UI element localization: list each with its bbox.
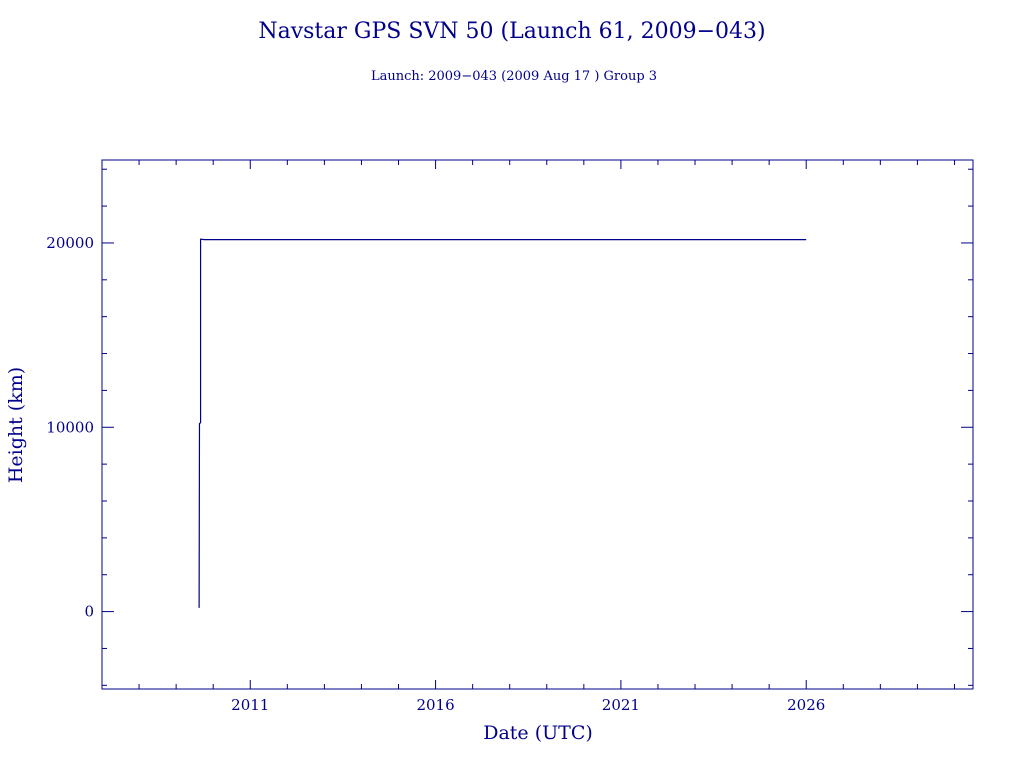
y-tick-label: 10000 xyxy=(46,418,94,436)
y-tick-label: 0 xyxy=(84,603,94,621)
height-series-line xyxy=(198,238,807,608)
y-axis-label: Height (km) xyxy=(5,367,27,483)
x-tick-label: 2026 xyxy=(787,696,825,714)
x-axis-label: Date (UTC) xyxy=(483,722,593,744)
axis-ticks xyxy=(101,160,973,689)
y-tick-label: 20000 xyxy=(46,234,94,252)
plot-border xyxy=(101,159,974,690)
series-group xyxy=(198,238,807,608)
tick-labels: 2011 2016 2021 2026 0 10000 20000 xyxy=(46,234,825,714)
x-tick-label: 2016 xyxy=(416,696,454,714)
chart-title: Navstar GPS SVN 50 (Launch 61, 2009−043) xyxy=(258,19,765,44)
chart-subtitle: Launch: 2009−043 (2009 Aug 17 ) Group 3 xyxy=(371,69,657,84)
x-tick-label: 2011 xyxy=(231,696,269,714)
x-tick-label: 2021 xyxy=(602,696,640,714)
plot-frame xyxy=(101,159,974,690)
